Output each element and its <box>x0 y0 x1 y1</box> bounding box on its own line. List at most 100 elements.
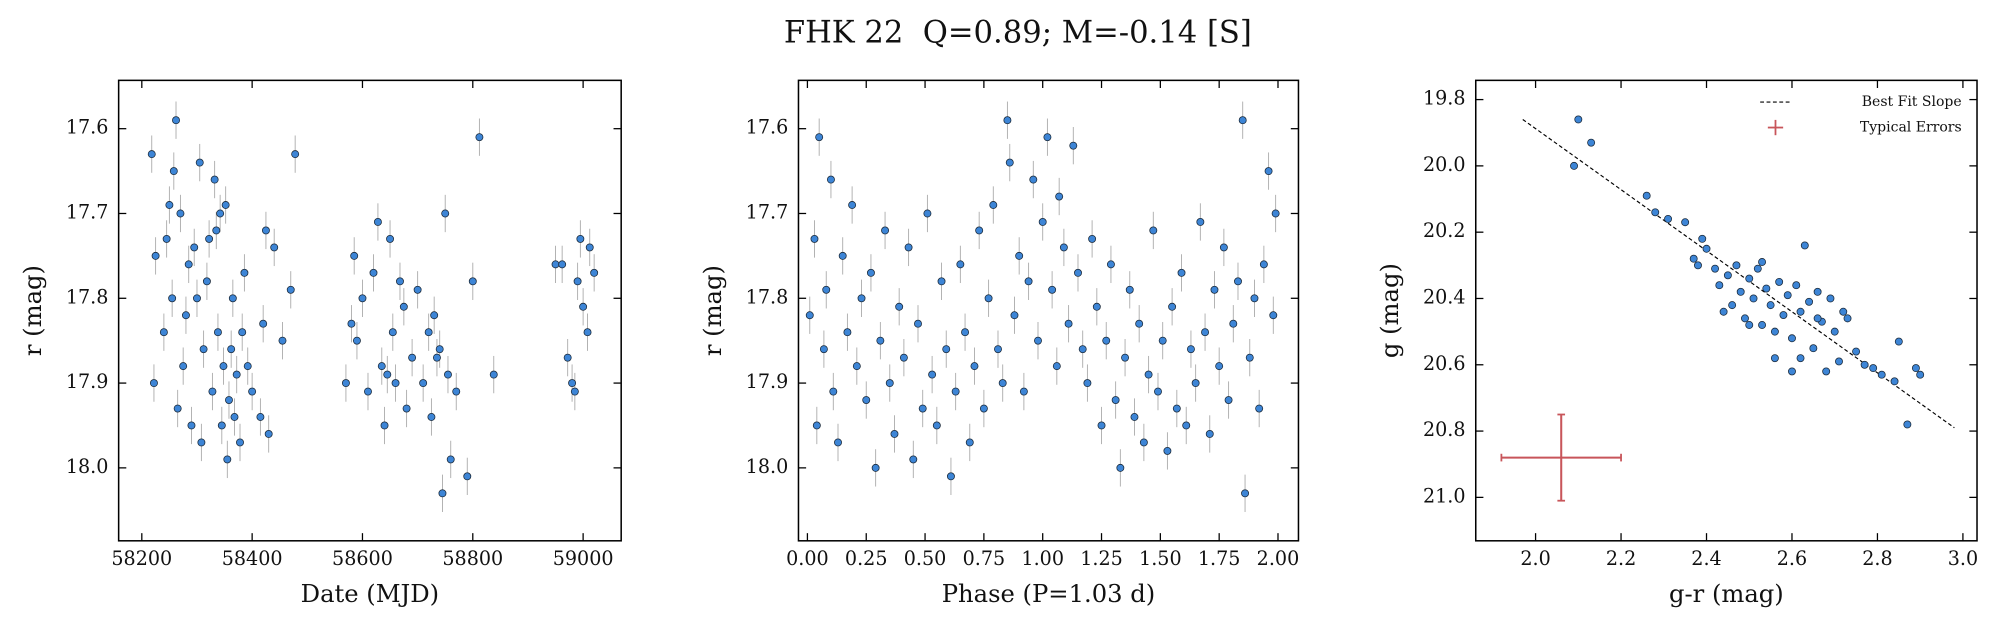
point <box>441 209 450 218</box>
point <box>427 413 436 421</box>
point <box>1177 268 1186 277</box>
point <box>1758 258 1767 266</box>
point <box>432 353 441 362</box>
y-tick-label: 20.2 <box>1423 219 1466 242</box>
point <box>1788 367 1796 376</box>
point <box>1255 404 1264 413</box>
point <box>1238 116 1247 125</box>
point <box>857 294 866 303</box>
fit-line <box>1522 119 1955 429</box>
point <box>984 294 993 303</box>
point <box>834 438 842 447</box>
point <box>1003 116 1012 125</box>
y-tick-label: 19.8 <box>1423 87 1466 110</box>
point <box>923 209 932 218</box>
y-tick-label: 17.6 <box>66 116 109 139</box>
point <box>424 328 433 337</box>
point <box>1229 319 1238 328</box>
point <box>1205 430 1214 438</box>
point <box>1651 208 1660 217</box>
point <box>1168 302 1177 311</box>
point <box>261 226 270 235</box>
x-axis-label: Date (MJD) <box>301 580 439 608</box>
point <box>1245 353 1254 362</box>
point <box>217 421 226 430</box>
point <box>212 226 221 235</box>
point <box>1877 370 1886 379</box>
point <box>223 455 232 464</box>
x-tick-label: 0.00 <box>786 547 829 570</box>
point <box>1210 285 1219 294</box>
plot-frame <box>1474 79 1978 542</box>
y-tick-label: 20.6 <box>1423 352 1466 375</box>
point <box>819 345 828 354</box>
x-tick-label: 1.00 <box>1021 547 1064 570</box>
point <box>1694 261 1702 270</box>
point <box>1860 360 1869 369</box>
point <box>1903 420 1912 429</box>
point <box>576 234 585 243</box>
y-tick-label: 20.8 <box>1423 418 1466 441</box>
point <box>1125 285 1134 294</box>
point <box>402 404 411 413</box>
point <box>975 226 984 235</box>
point <box>1758 321 1767 329</box>
point <box>848 201 857 209</box>
point <box>173 404 182 413</box>
point <box>1158 336 1167 345</box>
point <box>1642 191 1651 200</box>
point <box>184 260 193 269</box>
x-tick-label: 58200 <box>111 547 172 570</box>
point <box>1259 260 1268 269</box>
point <box>259 319 268 328</box>
point <box>208 387 217 396</box>
point <box>852 362 861 371</box>
point <box>1083 379 1092 388</box>
point <box>1745 274 1754 283</box>
x-tick-label: 1.75 <box>1198 547 1241 570</box>
point <box>172 116 180 125</box>
point <box>380 421 389 430</box>
point <box>1154 387 1162 396</box>
y-tick-label: 17.7 <box>746 200 789 223</box>
point <box>1111 396 1120 404</box>
point <box>1269 311 1278 320</box>
y-tick-label: 18.0 <box>746 455 789 478</box>
point <box>364 387 372 396</box>
y-tick-label: 20.0 <box>1423 153 1466 176</box>
x-tick-label: 58400 <box>222 547 283 570</box>
point <box>1753 264 1762 273</box>
point <box>187 421 196 430</box>
point <box>937 277 946 286</box>
point <box>199 345 208 354</box>
point <box>468 277 477 286</box>
point <box>238 328 247 337</box>
point <box>1092 302 1101 311</box>
point <box>579 302 588 311</box>
point <box>961 328 970 337</box>
point <box>563 353 572 362</box>
point <box>932 421 941 430</box>
point <box>1130 413 1139 421</box>
point <box>1741 314 1749 323</box>
point <box>396 277 404 286</box>
point <box>568 379 577 388</box>
point <box>558 260 567 269</box>
point <box>1219 243 1228 252</box>
x-tick-label: 2.8 <box>1862 547 1892 570</box>
plot-frame <box>117 79 622 542</box>
point <box>227 345 236 354</box>
point <box>162 234 171 243</box>
point <box>219 362 228 371</box>
x-tick-label: 2.0 <box>1520 547 1550 570</box>
x-axis-label: g-r (mag) <box>1669 580 1784 608</box>
point <box>1775 277 1784 286</box>
point <box>243 362 252 371</box>
point <box>452 387 461 396</box>
point <box>881 226 890 235</box>
x-tick-label: 3.0 <box>1948 547 1978 570</box>
point <box>1078 345 1087 354</box>
point <box>909 455 918 464</box>
x-tick-label: 1.25 <box>1080 547 1123 570</box>
point <box>815 133 824 142</box>
